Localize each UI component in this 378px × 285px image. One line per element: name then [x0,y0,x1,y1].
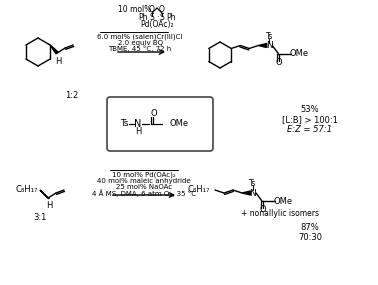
Text: O: O [151,109,157,119]
Text: 87%: 87% [301,223,319,231]
Text: 25 mol% NaOAc: 25 mol% NaOAc [116,184,172,190]
Text: N: N [134,119,142,129]
FancyBboxPatch shape [107,97,213,151]
Polygon shape [50,45,58,54]
Text: E:Z = 57:1: E:Z = 57:1 [287,125,333,135]
Text: OMe: OMe [170,119,189,129]
Text: H: H [46,201,52,211]
Text: 40 mol% maleic anhydride: 40 mol% maleic anhydride [97,178,191,184]
Text: 70:30: 70:30 [298,233,322,241]
Text: 3:1: 3:1 [33,213,47,221]
Text: Ts: Ts [249,180,257,188]
Text: O: O [276,58,283,67]
Text: 4 Å MS, DMA, 6 atm O₂, 35 °C: 4 Å MS, DMA, 6 atm O₂, 35 °C [92,189,196,197]
Text: 2.0 equiv BQ: 2.0 equiv BQ [118,40,163,46]
Text: 10 mol%: 10 mol% [118,5,151,15]
Text: 10 mol% Pd(OAc)₂: 10 mol% Pd(OAc)₂ [112,172,176,178]
Polygon shape [40,190,49,199]
Text: C₈H₁₇: C₈H₁₇ [188,186,211,194]
Polygon shape [242,191,251,195]
Text: C₈H₁₇: C₈H₁₇ [15,186,37,194]
Text: O: O [159,5,165,15]
Text: S: S [160,13,164,23]
Text: 53%: 53% [301,105,319,115]
Text: Ph: Ph [166,13,175,23]
Text: 1:2: 1:2 [65,91,79,99]
Text: N: N [266,41,273,50]
Polygon shape [258,44,267,48]
Text: Ph: Ph [138,13,148,23]
Text: + nonallylic isomers: + nonallylic isomers [241,209,319,217]
Text: ·: · [156,13,158,23]
Text: TBME, 45 °C, 72 h: TBME, 45 °C, 72 h [108,46,172,52]
Text: O: O [260,205,266,215]
Text: O: O [149,5,155,15]
Text: 6.0 mol% (salen)Cr(III)Cl: 6.0 mol% (salen)Cr(III)Cl [97,34,183,40]
Text: OMe: OMe [273,196,293,205]
Text: S: S [150,13,154,23]
Text: N: N [249,188,256,198]
Text: H: H [135,127,141,137]
Text: OMe: OMe [290,49,309,58]
Text: Ts: Ts [120,119,128,129]
Text: Pd(OAc)₂: Pd(OAc)₂ [140,21,174,30]
Text: Ts: Ts [266,32,273,41]
Text: [L:B] > 100:1: [L:B] > 100:1 [282,115,338,125]
Text: H: H [55,56,61,66]
